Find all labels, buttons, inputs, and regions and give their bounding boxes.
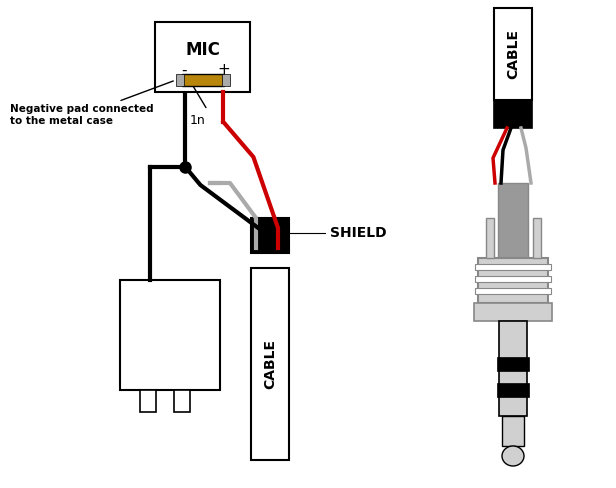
Text: MIC: MIC	[185, 41, 220, 59]
Text: CABLE: CABLE	[263, 339, 277, 389]
Text: +: +	[217, 62, 230, 78]
Bar	[497, 383, 529, 397]
Text: -: -	[180, 62, 186, 78]
Bar	[478, 258, 548, 303]
Ellipse shape	[502, 446, 524, 466]
Bar	[155, 22, 250, 92]
Bar	[474, 303, 552, 321]
Bar	[498, 183, 528, 258]
Bar	[140, 390, 156, 412]
Text: SWITCH: SWITCH	[136, 342, 204, 357]
Bar	[502, 416, 524, 446]
Text: CABLE: CABLE	[506, 29, 520, 79]
Bar	[494, 8, 532, 100]
Bar	[486, 218, 494, 258]
Bar	[475, 276, 551, 282]
Bar	[155, 22, 250, 34]
Bar	[251, 218, 289, 253]
Bar	[222, 74, 230, 86]
Bar	[120, 280, 220, 390]
Bar	[176, 74, 184, 86]
Text: SHIELD: SHIELD	[330, 226, 387, 240]
Bar	[497, 357, 529, 371]
Text: 1n: 1n	[189, 114, 205, 126]
Bar	[494, 100, 532, 128]
Bar	[475, 288, 551, 294]
Bar	[251, 268, 289, 460]
Bar	[182, 74, 224, 86]
Bar	[533, 218, 541, 258]
Text: Negative pad connected
to the metal case: Negative pad connected to the metal case	[10, 81, 173, 126]
Text: PTT: PTT	[154, 317, 186, 331]
Bar	[499, 321, 527, 416]
Bar	[174, 390, 190, 412]
Bar	[475, 264, 551, 270]
